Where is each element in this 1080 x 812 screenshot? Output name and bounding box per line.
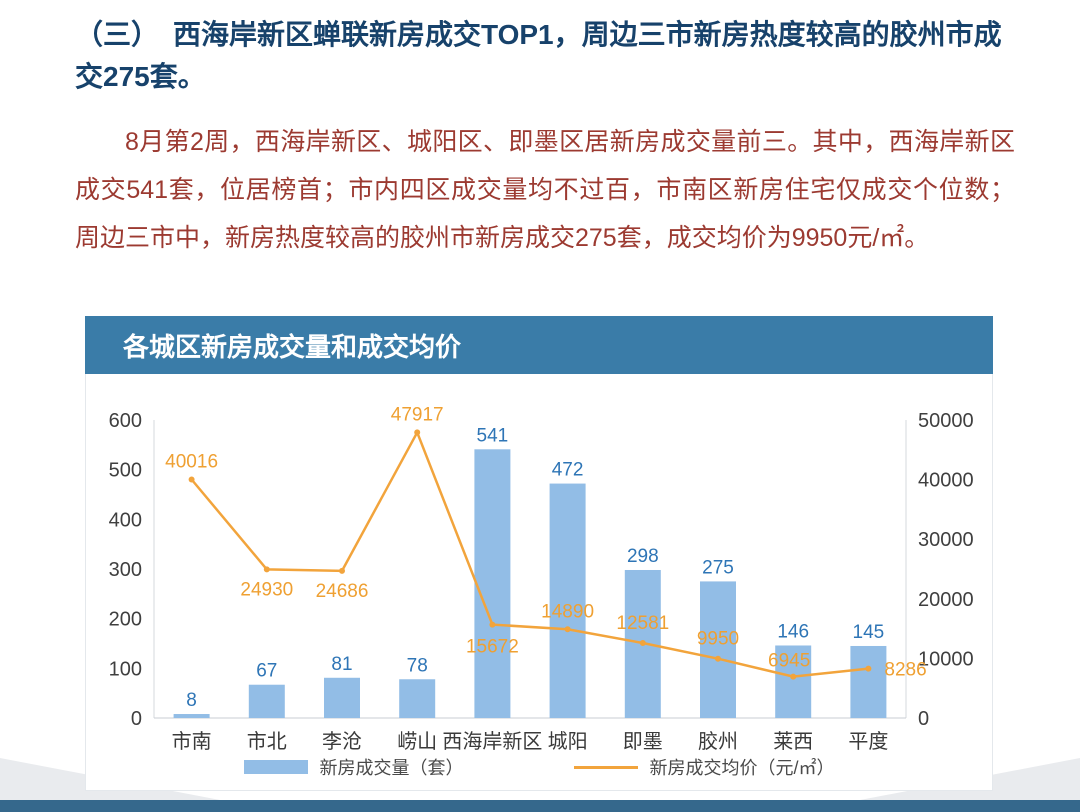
- legend-item-price: 新房成交均价（元/㎡）: [573, 754, 835, 780]
- svg-text:10000: 10000: [918, 648, 974, 670]
- svg-text:西海岸新区: 西海岸新区: [442, 730, 542, 753]
- svg-text:9950: 9950: [697, 629, 739, 650]
- svg-text:即墨: 即墨: [623, 731, 663, 753]
- chart-card: 各城区新房成交量和成交均价 0 100 200 300 400 500 600 0 10000 2…: [85, 316, 993, 791]
- svg-text:6945: 6945: [768, 651, 810, 672]
- svg-text:50000: 50000: [918, 410, 974, 432]
- svg-text:市南: 市南: [172, 730, 212, 753]
- svg-text:平度: 平度: [848, 730, 888, 753]
- svg-text:541: 541: [477, 425, 509, 446]
- svg-text:200: 200: [109, 609, 142, 631]
- svg-text:67: 67: [256, 661, 277, 682]
- chart-title: 各城区新房成交量和成交均价: [123, 331, 462, 362]
- svg-text:城阳: 城阳: [548, 730, 588, 753]
- svg-text:市北: 市北: [247, 730, 287, 753]
- svg-text:0: 0: [918, 708, 929, 730]
- svg-text:8286: 8286: [884, 660, 926, 681]
- svg-text:146: 146: [777, 621, 809, 642]
- svg-text:81: 81: [331, 654, 352, 675]
- svg-text:300: 300: [109, 559, 142, 581]
- svg-text:30000: 30000: [918, 529, 974, 551]
- chart-body: 0 100 200 300 400 500 600 0 10000 20000 30000 40000…: [85, 374, 993, 791]
- svg-text:145: 145: [853, 622, 885, 643]
- svg-text:298: 298: [627, 546, 659, 567]
- legend-bar-swatch: [243, 760, 308, 774]
- svg-text:0: 0: [131, 708, 142, 730]
- svg-text:275: 275: [702, 557, 734, 578]
- svg-text:47917: 47917: [391, 404, 444, 425]
- svg-text:472: 472: [552, 460, 584, 481]
- legend-item-volume: 新房成交量（套）: [243, 754, 464, 780]
- svg-text:8: 8: [186, 690, 197, 711]
- svg-text:600: 600: [109, 410, 142, 432]
- svg-text:400: 400: [109, 509, 142, 531]
- svg-text:14890: 14890: [541, 601, 594, 622]
- svg-text:40000: 40000: [918, 470, 974, 492]
- section-heading: （三） 西海岸新区蝉联新房成交TOP1，周边三市新房热度较高的胶州市成交275套…: [75, 19, 1002, 92]
- svg-text:15672: 15672: [466, 637, 519, 658]
- svg-text:40016: 40016: [165, 452, 218, 473]
- svg-text:崂山: 崂山: [397, 730, 437, 753]
- svg-text:24686: 24686: [316, 581, 369, 602]
- svg-text:78: 78: [407, 655, 428, 676]
- footer-bar: [0, 800, 1080, 812]
- svg-text:胶州: 胶州: [698, 730, 738, 753]
- svg-text:24930: 24930: [240, 579, 293, 600]
- combo-chart: 0 100 200 300 400 500 600 0 10000 20000 30000 40000…: [109, 404, 974, 753]
- svg-text:20000: 20000: [918, 589, 974, 611]
- svg-text:12581: 12581: [616, 613, 669, 634]
- body-paragraph: 8月第2周，西海岸新区、城阳区、即墨区居新房成交量前三。其中，西海岸新区成交54…: [75, 128, 1015, 252]
- chart-legend: 新房成交量（套） 新房成交均价（元/㎡）: [86, 754, 992, 790]
- svg-text:李沧: 李沧: [322, 730, 362, 753]
- legend-line-swatch: [573, 765, 638, 769]
- chart-header: 各城区新房成交量和成交均价: [85, 316, 993, 374]
- legend-line-label: 新房成交均价（元/㎡）: [649, 758, 835, 778]
- svg-text:莱西: 莱西: [773, 730, 813, 753]
- legend-bar-label: 新房成交量（套）: [319, 758, 464, 778]
- svg-text:500: 500: [109, 460, 142, 482]
- svg-text:100: 100: [109, 658, 142, 680]
